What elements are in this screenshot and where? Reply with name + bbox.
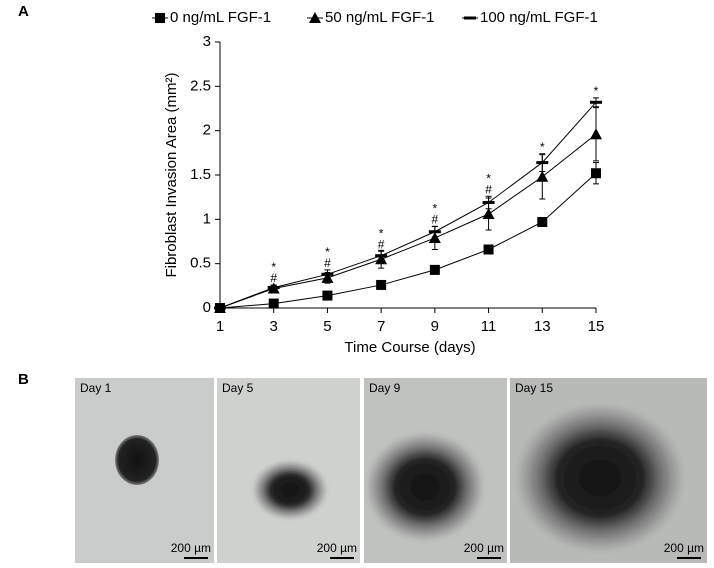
y-tick-label: 0.5 <box>190 255 211 272</box>
scale-label: 200 µm <box>664 541 704 555</box>
marker <box>214 306 226 310</box>
annotation: # <box>324 256 331 270</box>
marker <box>429 264 440 275</box>
marker <box>590 128 602 140</box>
y-tick-label: 1.5 <box>190 166 211 183</box>
y-axis-label: Fibroblast Invasion Area (mm²) <box>163 72 180 277</box>
legend-marker <box>155 13 165 23</box>
scale-bar <box>477 557 501 559</box>
panel-label: A <box>18 3 29 20</box>
annotation: * <box>271 260 276 274</box>
annotation: # <box>270 271 277 285</box>
marker <box>536 170 549 182</box>
marker <box>322 290 333 301</box>
x-axis-label: Time Course (days) <box>344 339 475 356</box>
annotation: * <box>486 171 491 185</box>
x-tick-label: 15 <box>588 318 605 335</box>
legend-label: 0 ng/mL FGF-1 <box>170 9 271 26</box>
marker <box>537 216 548 227</box>
legend-label: 100 ng/mL FGF-1 <box>480 9 598 26</box>
marker <box>376 279 387 290</box>
marker <box>591 168 601 179</box>
legend-marker <box>309 12 321 23</box>
marker <box>482 208 495 220</box>
annotation: * <box>594 84 599 98</box>
annotation: * <box>433 202 438 216</box>
scale-label: 200 µm <box>464 541 504 555</box>
y-tick-label: 2 <box>203 122 211 139</box>
annotation: * <box>325 245 330 259</box>
x-tick-label: 3 <box>270 318 278 335</box>
spheroid <box>252 460 328 520</box>
annotation: * <box>540 140 545 154</box>
panel-label: B <box>18 371 29 388</box>
x-tick-label: 5 <box>323 318 331 335</box>
marker <box>536 161 549 165</box>
spheroid <box>515 403 685 553</box>
scale-label: 200 µm <box>171 541 211 555</box>
image-label: Day 9 <box>369 381 401 395</box>
x-tick-label: 13 <box>534 318 551 335</box>
line <box>219 133 597 309</box>
marker <box>482 200 495 204</box>
annotation: # <box>485 182 492 196</box>
y-tick-label: 2.5 <box>190 77 211 94</box>
image-label: Day 1 <box>80 381 112 395</box>
marker <box>267 286 280 290</box>
image-label: Day 15 <box>515 381 553 395</box>
x-tick-label: 1 <box>216 318 224 335</box>
scale-bar <box>677 557 701 559</box>
annotation: * <box>379 226 384 240</box>
x-tick-label: 11 <box>481 318 497 335</box>
scale-bar <box>330 557 354 559</box>
y-tick-label: 1 <box>203 210 211 227</box>
line <box>219 101 597 309</box>
image-label: Day 5 <box>222 381 254 395</box>
legend-marker <box>464 16 476 20</box>
marker <box>268 298 279 309</box>
y-tick-label: 3 <box>203 33 211 50</box>
spheroid <box>115 435 159 485</box>
x-tick-label: 7 <box>377 318 385 335</box>
legend-label: 50 ng/mL FGF-1 <box>325 9 434 26</box>
scale-label: 200 µm <box>317 541 357 555</box>
annotation: # <box>378 237 385 251</box>
x-tick-label: 9 <box>431 318 439 335</box>
y-tick-label: 0 <box>203 299 211 316</box>
marker <box>375 254 388 258</box>
marker <box>483 244 494 255</box>
line <box>219 172 597 309</box>
marker <box>321 272 334 276</box>
marker <box>590 100 602 104</box>
spheroid <box>365 432 485 542</box>
marker <box>428 230 441 234</box>
scale-bar <box>184 557 208 559</box>
annotation: # <box>432 213 439 227</box>
